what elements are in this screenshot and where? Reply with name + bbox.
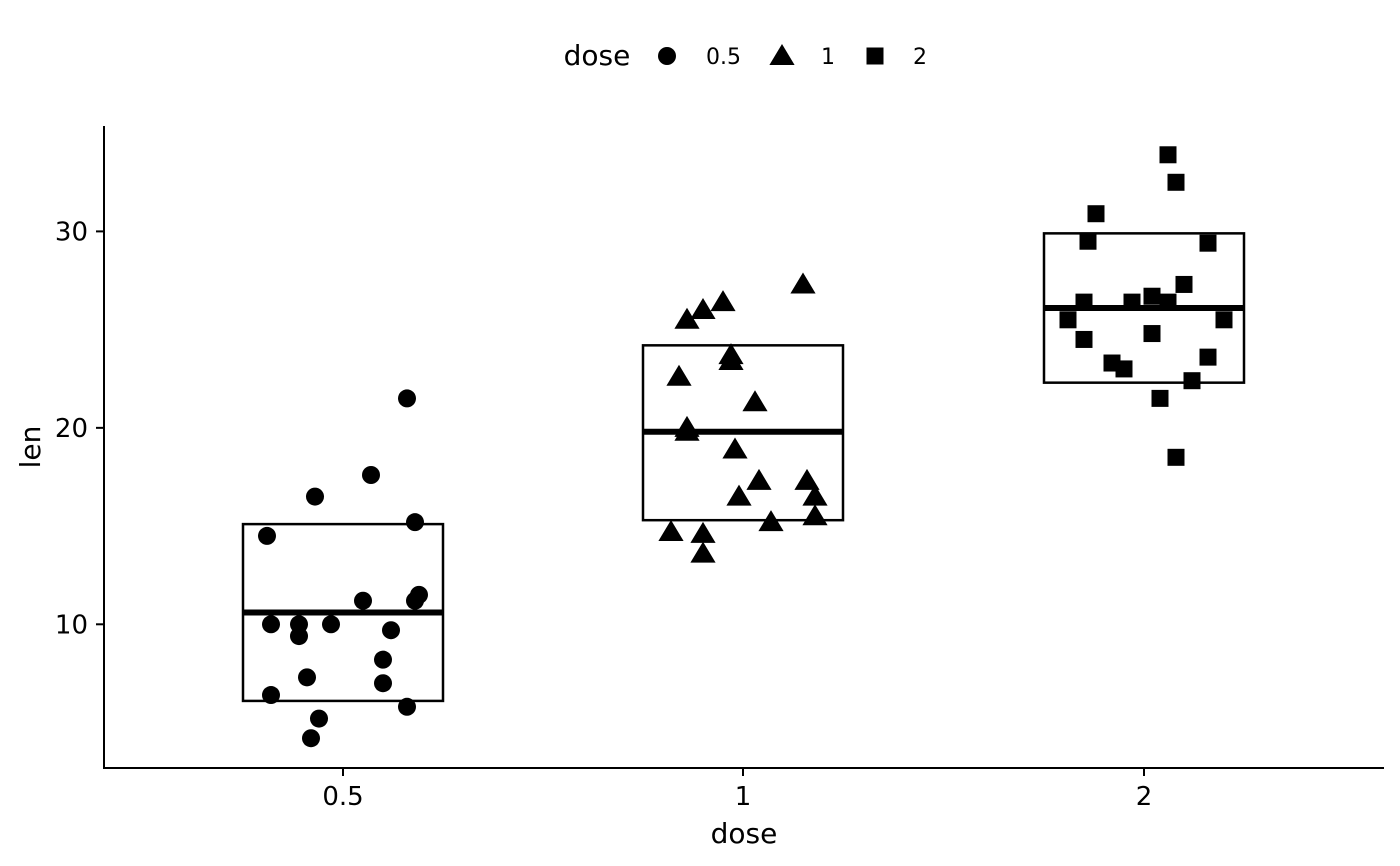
data-point — [794, 468, 820, 490]
data-point — [398, 697, 416, 716]
data-point — [1075, 330, 1093, 348]
data-point — [1059, 311, 1077, 329]
data-point — [258, 526, 276, 545]
data-point — [710, 290, 736, 312]
data-point — [1123, 293, 1141, 311]
legend-key-square-icon — [866, 47, 884, 65]
y-axis-ticks: 10 20 30 — [55, 217, 104, 640]
data-points — [258, 146, 1233, 748]
data-point — [666, 364, 692, 386]
legend: dose 0.5 1 2 — [564, 39, 927, 72]
legend-title: dose — [564, 39, 631, 72]
y-axis-title: len — [14, 426, 47, 469]
data-point — [1143, 325, 1161, 343]
data-point — [374, 650, 392, 669]
data-point — [1199, 234, 1217, 252]
y-tick-label: 30 — [55, 217, 88, 247]
data-point — [1159, 146, 1177, 164]
data-point — [1079, 232, 1097, 250]
data-point — [758, 510, 784, 532]
x-tick-label: 1 — [735, 782, 752, 812]
legend-label: 0.5 — [706, 45, 741, 70]
data-point — [674, 419, 700, 441]
x-tick-label: 0.5 — [322, 782, 363, 812]
data-point — [690, 521, 716, 543]
data-point — [1183, 372, 1201, 390]
data-point — [802, 504, 828, 526]
legend-key-triangle-icon — [769, 44, 795, 65]
x-axis-ticks: 0.5 1 2 — [322, 768, 1152, 812]
data-point — [658, 519, 684, 541]
data-point — [722, 437, 748, 459]
data-point — [406, 591, 424, 610]
data-point — [306, 487, 324, 506]
x-tick-label: 2 — [1136, 782, 1153, 812]
y-tick-label: 20 — [55, 414, 88, 444]
data-point — [374, 674, 392, 693]
data-point — [322, 615, 340, 634]
data-point — [310, 709, 328, 728]
data-point — [1075, 293, 1093, 311]
data-point — [298, 668, 316, 687]
data-point — [382, 621, 400, 640]
data-point — [1115, 360, 1133, 378]
data-point — [1199, 348, 1217, 366]
data-point — [1175, 275, 1193, 293]
data-point — [398, 389, 416, 408]
data-point — [406, 513, 424, 532]
data-point — [362, 465, 380, 484]
legend-key-circle-icon — [658, 47, 676, 65]
y-tick-label: 10 — [55, 610, 88, 640]
legend-label: 2 — [913, 45, 927, 70]
data-point — [1143, 287, 1161, 305]
data-point — [802, 484, 828, 506]
data-point — [1151, 389, 1169, 407]
data-point — [690, 297, 716, 319]
data-point — [262, 615, 280, 634]
data-point — [1087, 205, 1105, 223]
data-point — [790, 272, 816, 294]
data-point — [290, 627, 308, 646]
data-point — [1159, 293, 1177, 311]
data-point — [742, 390, 768, 412]
data-point — [1215, 311, 1233, 329]
data-point — [302, 729, 320, 748]
x-axis-title: dose — [711, 817, 778, 850]
data-point — [1167, 173, 1185, 191]
data-point — [746, 468, 772, 490]
data-point — [726, 484, 752, 506]
data-point — [718, 343, 744, 365]
data-point — [674, 307, 700, 329]
legend-label: 1 — [821, 45, 835, 70]
data-point — [1167, 448, 1185, 466]
data-point — [262, 686, 280, 705]
data-point — [690, 541, 716, 563]
data-point — [354, 591, 372, 610]
